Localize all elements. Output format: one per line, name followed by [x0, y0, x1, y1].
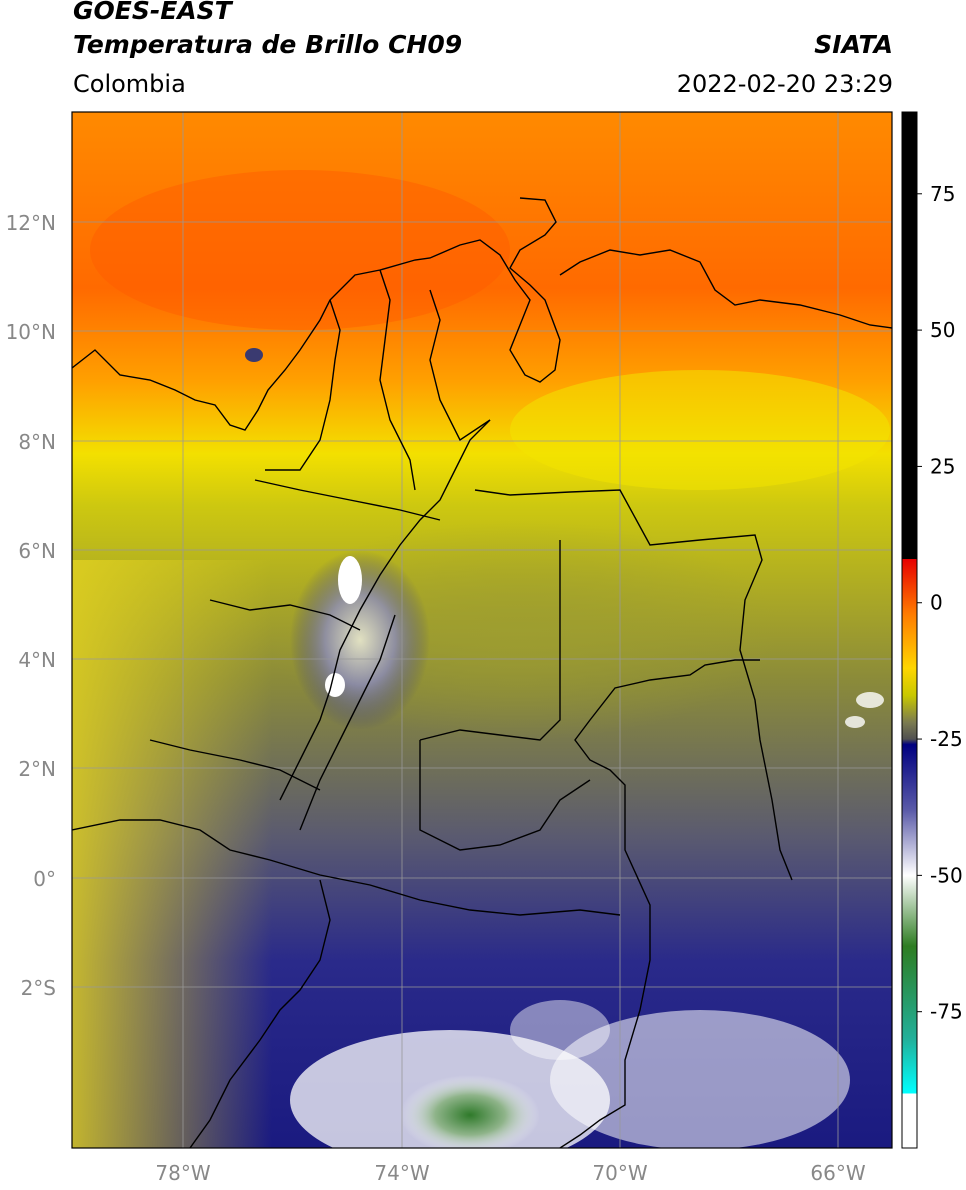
- timestamp-label: 2022-02-20 23:29: [676, 70, 893, 98]
- dept-line-c: [149, 739, 321, 791]
- lon-label: 74°W: [374, 1161, 429, 1185]
- temperature-colorbar: 75 50 25 0 -25 -50 -75: [901, 111, 963, 1149]
- product-title: Temperatura de Brillo CH09: [73, 30, 463, 59]
- southern-border: [72, 819, 621, 916]
- map-frame: [71, 111, 893, 1149]
- imagery-layer: [72, 112, 892, 1148]
- andes-divider-1: [279, 419, 491, 801]
- eastern-border: [474, 489, 793, 881]
- agency-label: SIATA: [814, 30, 893, 59]
- colorbar-tick-label: -50: [930, 863, 963, 887]
- dept-line-b: [209, 599, 361, 631]
- lat-label: 12°N: [6, 211, 56, 235]
- colorbar-tick-label: 50: [930, 318, 955, 342]
- satellite-title: GOES-EAST: [73, 0, 232, 25]
- dept-line-e: [419, 740, 591, 851]
- colorbar-tick-label: 0: [930, 591, 943, 615]
- lat-label: 0°: [33, 867, 56, 891]
- lat-label: 2°N: [18, 757, 56, 781]
- lon-label: 66°W: [810, 1161, 865, 1185]
- ecuador-peru-border: [189, 879, 331, 1148]
- lat-label: 6°N: [18, 539, 56, 563]
- dept-line-h: [429, 289, 491, 442]
- colorbar-tick-label: 75: [930, 182, 955, 206]
- venezuela-coastline: [559, 249, 892, 329]
- lat-label: 8°N: [18, 430, 56, 454]
- lat-label: 2°S: [21, 976, 56, 1000]
- dept-line-g: [379, 269, 416, 491]
- dept-line-d: [419, 540, 561, 741]
- lat-label: 10°N: [6, 320, 56, 344]
- lon-label: 78°W: [155, 1161, 210, 1185]
- latitude-labels: 12°N 10°N 8°N 6°N 4°N 2°N 0° 2°S: [6, 211, 56, 1000]
- lat-label: 4°N: [18, 648, 56, 672]
- region-label: Colombia: [73, 70, 186, 98]
- dept-line-f: [265, 299, 341, 471]
- dept-line-a: [254, 479, 441, 521]
- colorbar-ramp: [901, 111, 918, 1149]
- lon-label: 70°W: [592, 1161, 647, 1185]
- caribbean-coastline: [72, 197, 561, 431]
- colorbar-tick-label: -25: [930, 727, 963, 751]
- graticule: [72, 112, 892, 1148]
- southeastern-border: [559, 659, 760, 1148]
- colorbar-tick-label: -75: [930, 1000, 963, 1024]
- longitude-labels: 78°W 74°W 70°W 66°W: [155, 1161, 865, 1185]
- country-borders: [72, 197, 892, 1148]
- colorbar-tick-label: 25: [930, 454, 955, 478]
